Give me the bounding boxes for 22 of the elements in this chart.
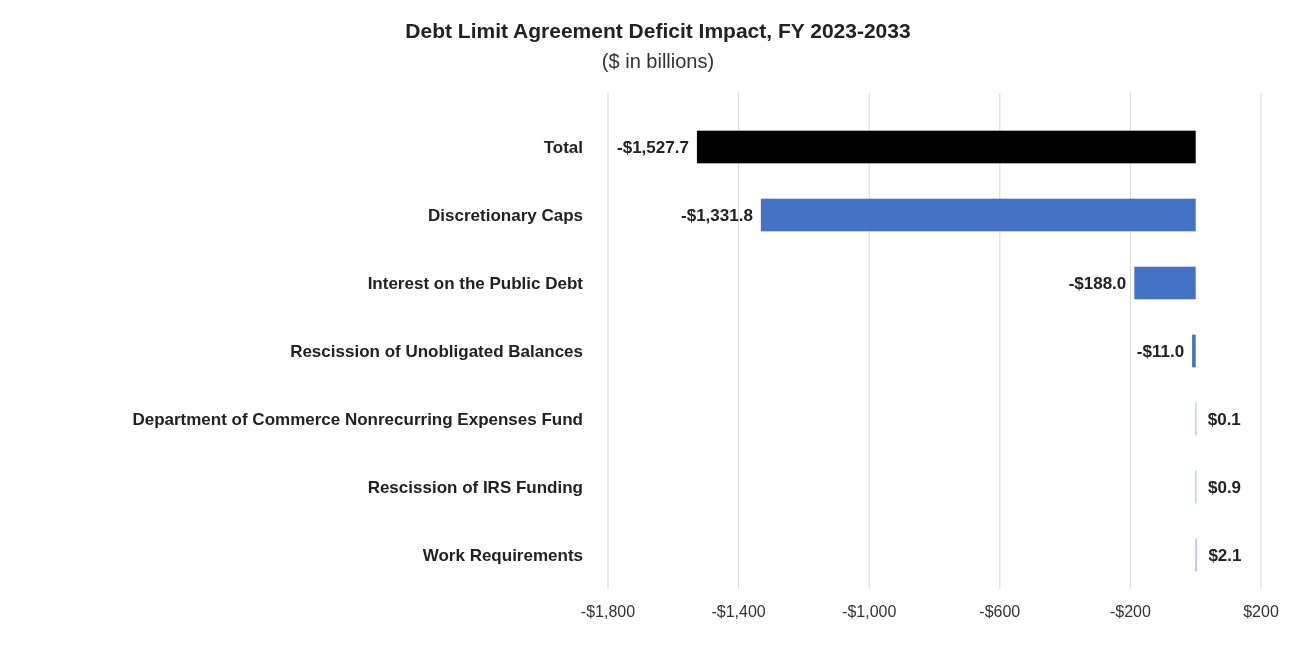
data-label: -$11.0 — [1136, 341, 1185, 361]
chart-subtitle: ($ in billions) — [601, 50, 715, 72]
y-tick-label: Discretionary Caps — [428, 205, 583, 225]
y-tick-label: Interest on the Public Debt — [367, 273, 584, 293]
x-tick-label: -$1,400 — [711, 603, 766, 620]
y-tick-label: Total — [543, 137, 583, 157]
x-tick-label: -$1,800 — [580, 603, 636, 620]
y-tick-label: Rescission of IRS Funding — [367, 477, 583, 497]
x-tick-label: $200 — [1243, 603, 1279, 620]
y-tick-label: Department of Commerce Nonrecurring Expenses Fund — [132, 409, 583, 429]
data-label: -$1,331.8 — [681, 205, 753, 225]
data-label: $2.1 — [1208, 545, 1242, 565]
data-label: -$1,527.7 — [617, 137, 689, 157]
y-tick-label: Rescission of Unobligated Balances — [290, 341, 583, 361]
data-label: $0.1 — [1207, 409, 1241, 429]
data-label: $0.9 — [1207, 477, 1242, 497]
x-tick-label: -$1,000 — [842, 603, 897, 620]
x-tick-label: -$200 — [1109, 603, 1151, 620]
x-tick-label: -$600 — [979, 603, 1021, 620]
y-tick-label: Work Requirements — [422, 545, 583, 565]
chart-title: Debt Limit Agreement Deficit Impact, FY 2023-2033 — [405, 19, 911, 42]
data-label: -$188.0 — [1068, 273, 1127, 293]
